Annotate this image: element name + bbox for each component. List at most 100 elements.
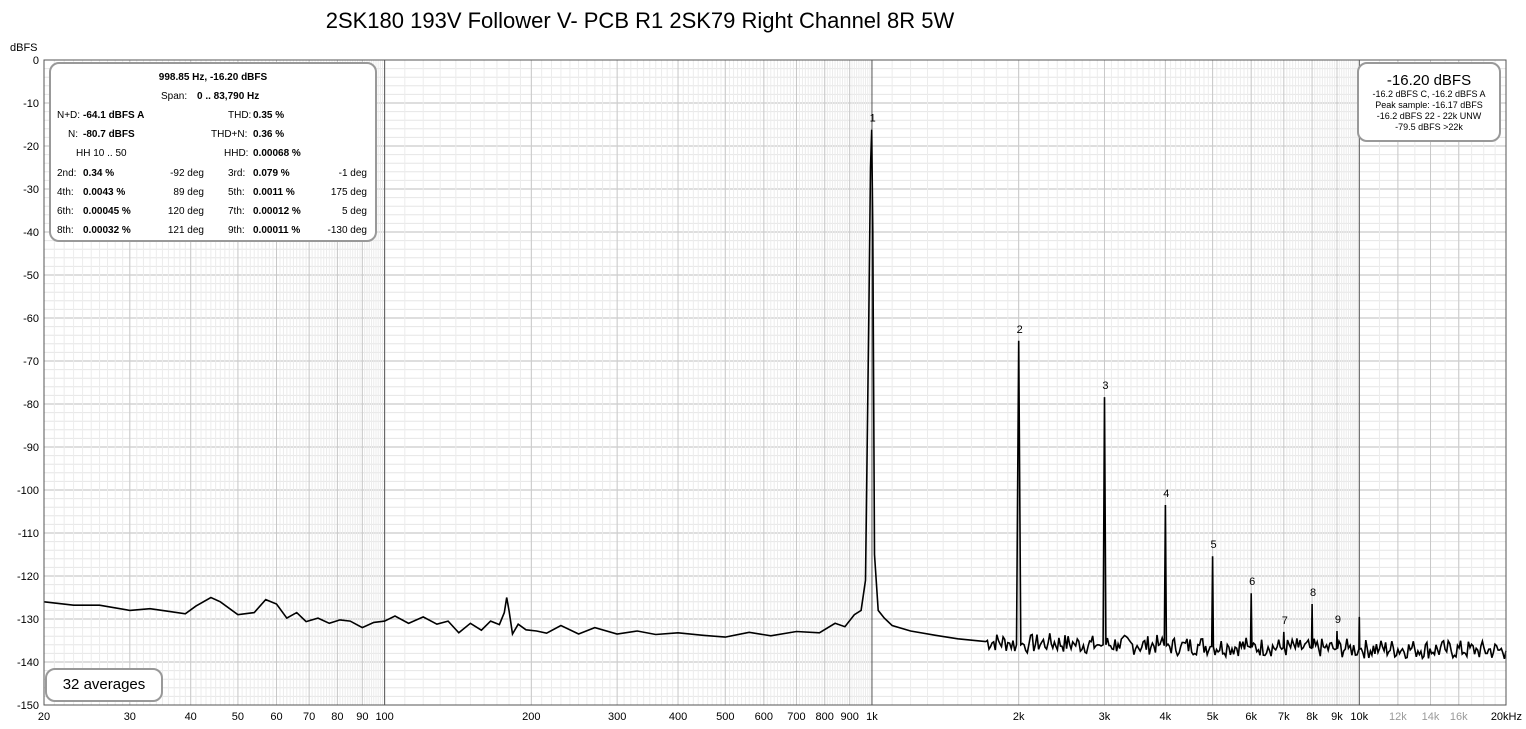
x-axis-tick-labels: 20 30 40 50 60 70 80 90 100 200 300 400 500 600 700 800… bbox=[38, 711, 1522, 723]
nd-label: N+D: bbox=[57, 110, 81, 121]
hhd-label: HHD: bbox=[224, 148, 249, 159]
harm-label: 8th: bbox=[57, 225, 74, 236]
x-tick-label: 20 bbox=[38, 711, 50, 723]
x-tick-label: 9k bbox=[1331, 711, 1343, 723]
level-line-4: -79.5 dBFS >22k bbox=[1395, 122, 1463, 132]
level-line-2: Peak sample: -16.17 dBFS bbox=[1375, 100, 1483, 110]
harmonic-marker-label: 7 bbox=[1282, 615, 1288, 627]
x-tick-label: 700 bbox=[787, 711, 805, 723]
x-tick-label: 6k bbox=[1245, 711, 1257, 723]
x-tick-label: 8k bbox=[1306, 711, 1318, 723]
x-tick-label: 2k bbox=[1013, 711, 1025, 723]
x-tick-label: 3k bbox=[1099, 711, 1111, 723]
distortion-stats-panel[interactable]: 998.85 Hz, -16.20 dBFS Span: 0 .. 83,790… bbox=[49, 62, 377, 242]
harm-label: 3rd: bbox=[228, 168, 246, 179]
y-tick-label: -50 bbox=[23, 270, 39, 282]
harmonic-marker-label: 4 bbox=[1163, 488, 1169, 500]
level-readout-panel[interactable]: -16.20 dBFS -16.2 dBFS C, -16.2 dBFS A P… bbox=[1357, 62, 1501, 142]
x-tick-label: 600 bbox=[755, 711, 773, 723]
level-line-3: -16.2 dBFS 22 - 22k UNW bbox=[1376, 111, 1482, 121]
harmonic-markers: 1 2 3 4 5 6 7 8 9 bbox=[870, 113, 1341, 627]
x-tick-label: 4k bbox=[1160, 711, 1172, 723]
harm-value: 0.34 % bbox=[83, 168, 115, 179]
x-tick-label: 1k bbox=[866, 711, 878, 723]
y-tick-label: -110 bbox=[18, 528, 39, 540]
harm-phase: 120 deg bbox=[167, 206, 204, 217]
y-tick-label: -80 bbox=[23, 399, 39, 411]
harm-value: 0.00011 % bbox=[253, 225, 301, 236]
thdn-value: 0.36 % bbox=[253, 129, 285, 140]
x-tick-label: 14k bbox=[1422, 711, 1440, 723]
y-axis-unit-label: dBFS bbox=[10, 42, 38, 54]
harm-label: 4th: bbox=[57, 187, 74, 198]
plot-frame bbox=[43, 59, 1507, 706]
harm-label: 2nd: bbox=[57, 168, 77, 179]
thd-label: THD: bbox=[228, 110, 252, 121]
x-tick-label: 40 bbox=[185, 711, 197, 723]
hh-range-label: HH 10 .. 50 bbox=[76, 148, 127, 159]
chart-title: 2SK180 193V Follower V- PCB R1 2SK79 Rig… bbox=[325, 8, 955, 33]
x-tick-label: 500 bbox=[716, 711, 734, 723]
y-tick-label: -60 bbox=[23, 313, 39, 325]
x-tick-label: 90 bbox=[356, 711, 368, 723]
x-tick-label: 7k bbox=[1278, 711, 1290, 723]
harmonic-marker-label: 8 bbox=[1310, 587, 1316, 599]
harm-phase: 5 deg bbox=[341, 206, 367, 217]
x-tick-label: 900 bbox=[840, 711, 858, 723]
harm-value: 0.0011 % bbox=[253, 187, 295, 198]
harm-label: 9th: bbox=[228, 225, 245, 236]
harm-value: 0.00012 % bbox=[253, 206, 301, 217]
x-tick-label: 70 bbox=[303, 711, 315, 723]
harm-phase: -130 deg bbox=[327, 225, 367, 236]
y-tick-label: -30 bbox=[23, 184, 39, 196]
thd-value: 0.35 % bbox=[253, 110, 285, 121]
hhd-value: 0.00068 % bbox=[253, 148, 301, 159]
y-axis-tick-labels: 0 -10 -20 -30 -40 -50 -60 -70 -80 -90 -100 -110 -120… bbox=[17, 55, 39, 712]
y-tick-label: -150 bbox=[17, 700, 39, 712]
level-main: -16.20 dBFS bbox=[1386, 72, 1472, 89]
harm-phase: 175 deg bbox=[330, 187, 367, 198]
level-line-1: -16.2 dBFS C, -16.2 dBFS A bbox=[1372, 89, 1486, 99]
span-value: 0 .. 83,790 Hz bbox=[197, 91, 260, 102]
harm-value: 0.00032 % bbox=[83, 225, 131, 236]
averages-badge[interactable]: 32 averages bbox=[45, 668, 163, 702]
harm-value: 0.0043 % bbox=[83, 187, 126, 198]
harmonic-marker-label: 2 bbox=[1017, 324, 1023, 336]
harm-phase: -92 deg bbox=[170, 168, 204, 179]
stats-header: 998.85 Hz, -16.20 dBFS bbox=[158, 72, 268, 83]
x-tick-label: 50 bbox=[232, 711, 244, 723]
harmonic-marker-label: 9 bbox=[1335, 614, 1341, 626]
harm-phase: 89 deg bbox=[173, 187, 204, 198]
y-tick-label: -10 bbox=[23, 98, 39, 110]
x-tick-label: 16k bbox=[1450, 711, 1468, 723]
y-tick-label: -70 bbox=[23, 356, 39, 368]
x-tick-label: 80 bbox=[331, 711, 343, 723]
harm-phase: 121 deg bbox=[167, 225, 204, 236]
y-tick-label: -20 bbox=[23, 141, 39, 153]
x-tick-label: 400 bbox=[669, 711, 687, 723]
spectrum-trace-line bbox=[43, 129, 1507, 661]
y-tick-label: -130 bbox=[17, 614, 39, 626]
x-tick-label: 10k bbox=[1350, 711, 1368, 723]
span-label: Span: bbox=[161, 91, 188, 102]
harmonic-marker-label: 3 bbox=[1102, 380, 1108, 392]
x-tick-label: 800 bbox=[816, 711, 834, 723]
harm-value: 0.079 % bbox=[253, 168, 290, 179]
noise-value: -80.7 dBFS bbox=[83, 129, 135, 140]
y-tick-label: -100 bbox=[17, 485, 39, 497]
x-tick-label: 200 bbox=[522, 711, 540, 723]
harm-label: 5th: bbox=[228, 187, 245, 198]
x-tick-label: 5k bbox=[1207, 711, 1219, 723]
harmonic-marker-label: 6 bbox=[1249, 576, 1255, 588]
harm-phase: -1 deg bbox=[338, 168, 367, 179]
y-tick-label: 0 bbox=[33, 55, 39, 67]
harm-value: 0.00045 % bbox=[83, 206, 131, 217]
x-tick-label: 30 bbox=[124, 711, 136, 723]
x-tick-label: 60 bbox=[270, 711, 282, 723]
y-tick-label: -120 bbox=[17, 571, 39, 583]
x-tick-label: 20kHz bbox=[1491, 711, 1522, 723]
y-tick-label: -90 bbox=[23, 442, 39, 454]
x-tick-label: 12k bbox=[1389, 711, 1407, 723]
noise-label: N: bbox=[68, 129, 78, 140]
x-tick-label: 300 bbox=[608, 711, 626, 723]
